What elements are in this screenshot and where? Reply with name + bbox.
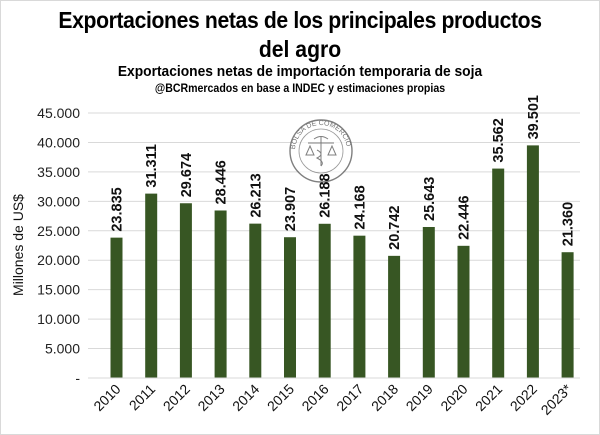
chart-source: @BCRmercados en base a INDEC y estimacio…	[154, 83, 446, 95]
data-label: 35.562	[491, 118, 507, 162]
bar	[284, 237, 296, 378]
bar	[561, 252, 574, 378]
x-tick-label: 2020	[437, 381, 470, 414]
bar	[353, 235, 366, 378]
y-tick-label: 5.000	[45, 341, 80, 357]
data-label: 25.643	[422, 177, 438, 221]
bar	[110, 237, 123, 378]
x-tick-label: 2021	[472, 381, 505, 414]
x-tick-label: 2019	[403, 381, 436, 414]
bar	[214, 210, 227, 378]
data-label: 39.501	[526, 95, 542, 139]
data-label: 22.446	[457, 195, 473, 239]
y-tick-label: 15.000	[37, 282, 80, 298]
x-axis-labels: 2010 2011 2012 2013 2014 2015 2016 2017 2018 2019…	[90, 380, 575, 418]
bar	[145, 193, 158, 378]
x-tick-label: 2010	[90, 381, 123, 414]
bar	[388, 255, 401, 378]
data-label: 26.188	[318, 173, 334, 217]
y-tick-label: 25.000	[37, 223, 80, 239]
data-label: 24.168	[352, 185, 368, 229]
chart-title-line-1: Exportaciones netas de los principales p…	[58, 7, 542, 33]
data-label: 28.446	[214, 160, 230, 204]
x-tick-label: 2016	[298, 381, 331, 414]
data-label: 26.213	[248, 173, 264, 217]
data-label: 31.311	[144, 144, 160, 188]
x-tick-label: 2017	[333, 381, 366, 414]
x-tick-label: 2023*	[538, 380, 576, 418]
data-label: 21.360	[561, 202, 577, 246]
data-labels: 23.835 31.311 29.674 28.446 26.213 23.907 26.1…	[110, 95, 577, 250]
bars	[110, 145, 574, 378]
bar	[526, 145, 539, 378]
y-axis-title: Millones de US$	[10, 194, 26, 296]
x-tick-label: 2018	[368, 381, 401, 414]
chart-title-line-2: del agro	[258, 36, 342, 62]
y-tick-label: -	[75, 370, 80, 386]
data-label: 29.674	[179, 153, 195, 197]
data-label: 20.742	[387, 205, 403, 249]
bar	[179, 203, 192, 378]
scales-icon	[305, 136, 337, 167]
bar	[492, 168, 505, 378]
chart-subtitle: Exportaciones netas de importación tempo…	[117, 63, 483, 80]
y-axis-ticks: - 5.000 10.000 15.000 20.000 25.000 30.000 35.0…	[37, 105, 80, 386]
x-tick-label: 2013	[194, 381, 227, 414]
bar	[422, 226, 435, 378]
y-tick-label: 30.000	[37, 193, 80, 209]
y-tick-label: 35.000	[37, 164, 80, 180]
data-label: 23.835	[110, 187, 126, 231]
y-tick-label: 40.000	[37, 134, 80, 150]
y-tick-label: 45.000	[37, 105, 80, 121]
data-label: 23.907	[283, 187, 299, 231]
x-tick-label: 2011	[126, 381, 159, 414]
bcr-logo-watermark: BOLSA DE COMERCIO DE ROSARIO	[0, 0, 353, 183]
bar	[318, 223, 331, 378]
x-tick-label: 2012	[160, 381, 193, 414]
bar	[249, 223, 262, 378]
x-tick-label: 2014	[229, 381, 262, 414]
logo-inner-ring	[298, 128, 344, 174]
y-tick-label: 10.000	[37, 311, 80, 327]
x-tick-label: 2022	[507, 381, 540, 414]
y-tick-label: 20.000	[37, 252, 80, 268]
bar	[457, 245, 470, 378]
logo-text: BOLSA DE COMERCIO DE ROSARIO	[0, 0, 352, 150]
x-tick-label: 2015	[264, 381, 297, 414]
